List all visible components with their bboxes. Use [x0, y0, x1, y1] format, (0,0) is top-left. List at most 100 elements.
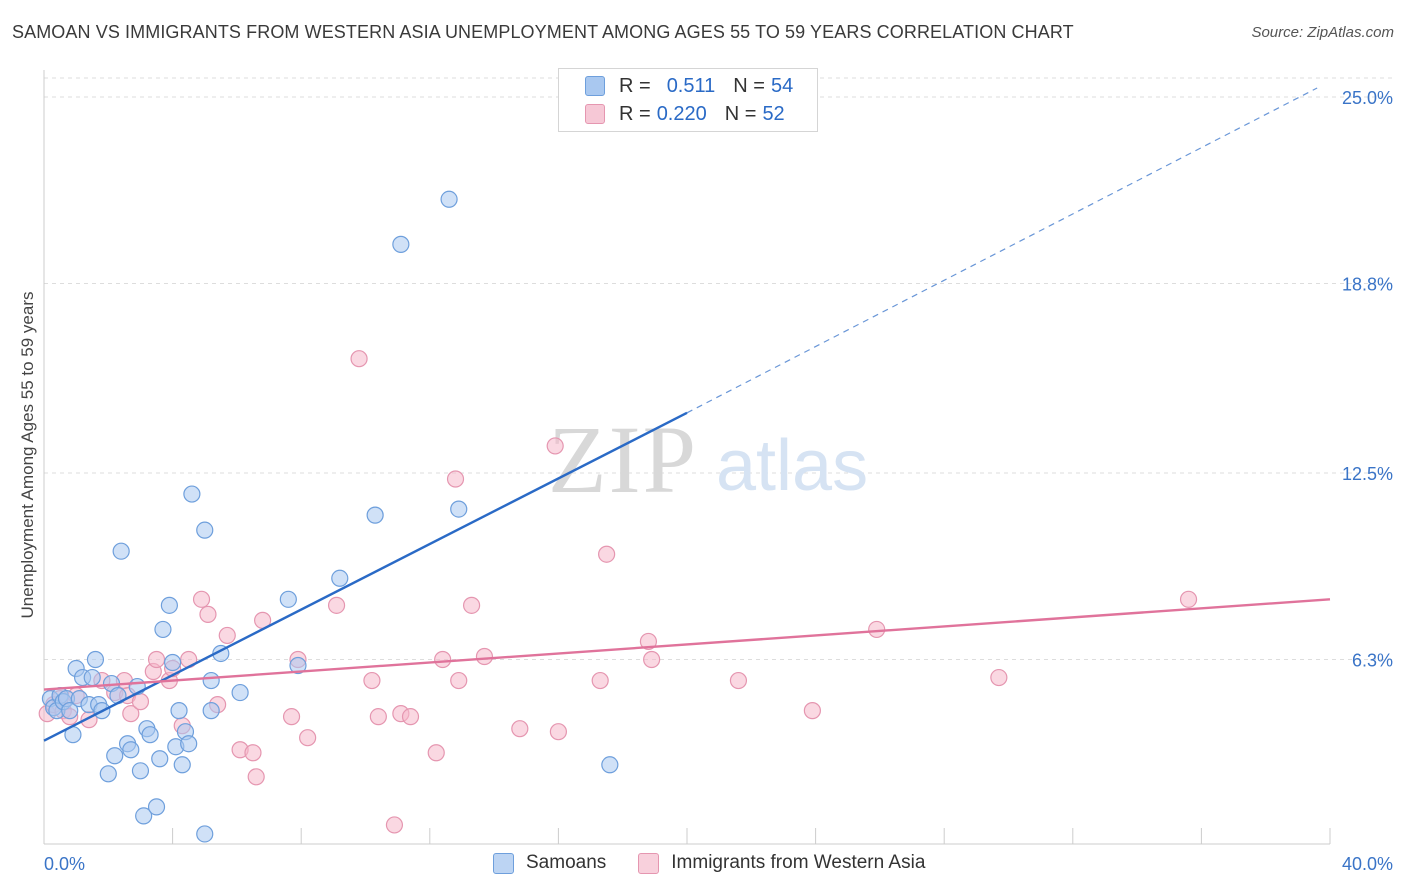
y-tick-label: 6.3%	[1352, 650, 1393, 670]
samoans-point	[122, 741, 140, 759]
source-credit: Source: ZipAtlas.com	[1251, 24, 1394, 41]
samoans-point	[112, 542, 130, 560]
samoans-point	[366, 506, 384, 524]
immigrants-point	[369, 708, 387, 726]
immigrants-trendline	[43, 598, 1331, 691]
bottom-legend-label-immigrants: Immigrants from Western Asia	[671, 852, 926, 873]
legend-r-label: R =	[619, 74, 651, 97]
immigrants-point	[546, 437, 564, 455]
watermark-atlas: atlas	[716, 426, 868, 506]
samoans-point	[173, 756, 191, 774]
immigrants-point	[643, 650, 661, 669]
immigrants-point	[327, 596, 346, 614]
immigrants-point	[639, 632, 658, 651]
immigrants-point	[446, 470, 465, 488]
y-tick-label: 25.0%	[1342, 88, 1393, 108]
samoans-point	[231, 683, 249, 702]
immigrants-point	[401, 708, 420, 726]
immigrants-point	[427, 744, 445, 762]
immigrants-point	[475, 647, 494, 666]
trendlines	[43, 87, 1331, 742]
immigrants-point	[385, 816, 404, 834]
bottom-legend: Samoans Immigrants from Western Asia	[493, 852, 957, 874]
bottom-legend-immigrants: Immigrants from Western Asia	[638, 852, 925, 874]
immigrants-point	[192, 590, 211, 608]
samoans-point	[135, 807, 153, 825]
immigrants-point	[282, 708, 301, 726]
samoans-point	[279, 590, 297, 608]
y-tick-labels: 6.3% 12.5% 18.8% 25.0%	[1342, 88, 1393, 670]
samoans-point	[183, 485, 201, 503]
legend-r-value: 0.511	[666, 74, 716, 97]
gridlines	[44, 77, 1392, 660]
immigrants-point	[350, 350, 368, 368]
legend-n-label: N =	[733, 74, 765, 97]
samoans-point	[289, 656, 307, 675]
samoans-point	[440, 190, 458, 208]
immigrants-point	[803, 702, 821, 720]
immigrants-point	[363, 671, 381, 690]
immigrants-point	[434, 650, 452, 669]
samoans-point	[160, 596, 178, 614]
x-tick-labels: 0.0% 40.0%	[44, 854, 1393, 874]
samoans-point	[151, 750, 169, 768]
immigrants-point	[591, 671, 609, 690]
bottom-legend-swatch-immigrants	[638, 852, 660, 874]
legend-swatch-immigrants	[585, 104, 605, 124]
samoans-point	[83, 668, 101, 687]
immigrants-point	[868, 620, 886, 639]
legend: R = 0.511 N = 54 R = 0.220 N = 52	[558, 68, 818, 132]
immigrants-point	[247, 768, 265, 786]
immigrants-point	[244, 744, 262, 762]
samoans-point	[202, 671, 220, 690]
samoans-point	[86, 650, 105, 669]
immigrants-point	[549, 723, 568, 741]
immigrants-point	[450, 671, 468, 690]
samoans-point	[202, 702, 220, 720]
y-tick-label: 18.8%	[1342, 274, 1393, 294]
samoans-point	[601, 756, 619, 774]
immigrants-point	[147, 650, 166, 669]
x-tick-label-min: 0.0%	[44, 854, 85, 874]
samoans-point	[196, 521, 214, 539]
immigrants-point	[462, 596, 481, 614]
immigrants-point	[122, 705, 140, 723]
legend-r-value: 0.220	[656, 102, 707, 125]
immigrants-point	[990, 668, 1008, 687]
samoans-point	[131, 762, 150, 780]
samoans-point	[141, 726, 159, 744]
samoans-point	[196, 825, 214, 843]
bottom-legend-label-samoans: Samoans	[526, 852, 607, 873]
bottom-legend-samoans: Samoans	[493, 852, 606, 874]
legend-r-label: R =	[619, 102, 651, 125]
samoans-trendline	[43, 411, 688, 742]
x-tick-label-max: 40.0%	[1342, 854, 1393, 874]
legend-row-immigrants: R = 0.220 N = 52	[585, 101, 785, 127]
y-tick-label: 12.5%	[1342, 464, 1393, 484]
bottom-legend-swatch-samoans	[493, 852, 514, 874]
immigrants-point	[1179, 590, 1198, 608]
immigrants-point	[598, 545, 616, 563]
immigrants-point	[299, 729, 317, 747]
samoans-point	[392, 235, 410, 253]
chart-title: SAMOAN VS IMMIGRANTS FROM WESTERN ASIA U…	[12, 22, 1074, 42]
samoans-point	[331, 569, 349, 587]
immigrants-point	[199, 605, 217, 623]
samoans-point	[106, 747, 124, 765]
legend-row-samoans: R = 0.511 N = 54	[585, 73, 793, 99]
samoans-point	[154, 620, 172, 639]
immigrants-point	[131, 693, 150, 711]
watermark-zip: ZIP	[548, 406, 698, 513]
samoans-point	[450, 500, 468, 518]
samoans-point	[99, 765, 117, 783]
legend-swatch-samoans	[585, 76, 605, 96]
samoans-point	[170, 702, 188, 720]
samoans-point	[164, 653, 182, 672]
legend-n-label: N =	[724, 102, 757, 125]
legend-n-value: 52	[762, 102, 785, 125]
samoans-trendline-extension	[686, 87, 1318, 414]
samoans-point	[61, 702, 79, 720]
immigrants-point	[729, 671, 748, 690]
legend-n-value: 54	[770, 74, 794, 97]
